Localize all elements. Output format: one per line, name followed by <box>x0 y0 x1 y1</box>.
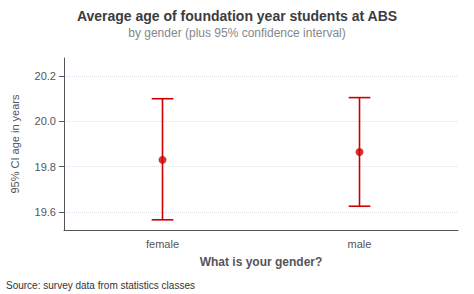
svg-text:19.6: 19.6 <box>35 206 56 218</box>
svg-text:19.8: 19.8 <box>35 161 56 173</box>
svg-text:male: male <box>348 238 372 250</box>
svg-text:female: female <box>146 238 179 250</box>
svg-text:What is your gender?: What is your gender? <box>200 255 323 269</box>
svg-text:Average age of foundation year: Average age of foundation year students … <box>77 8 397 24</box>
svg-text:20.2: 20.2 <box>35 70 56 82</box>
svg-text:by gender (plus 95% confidence: by gender (plus 95% confidence interval) <box>128 26 345 40</box>
svg-text:20.0: 20.0 <box>35 115 56 127</box>
svg-text:Source: survey data from stati: Source: survey data from statistics clas… <box>6 280 195 291</box>
svg-text:95% CI age in years: 95% CI age in years <box>9 94 21 194</box>
